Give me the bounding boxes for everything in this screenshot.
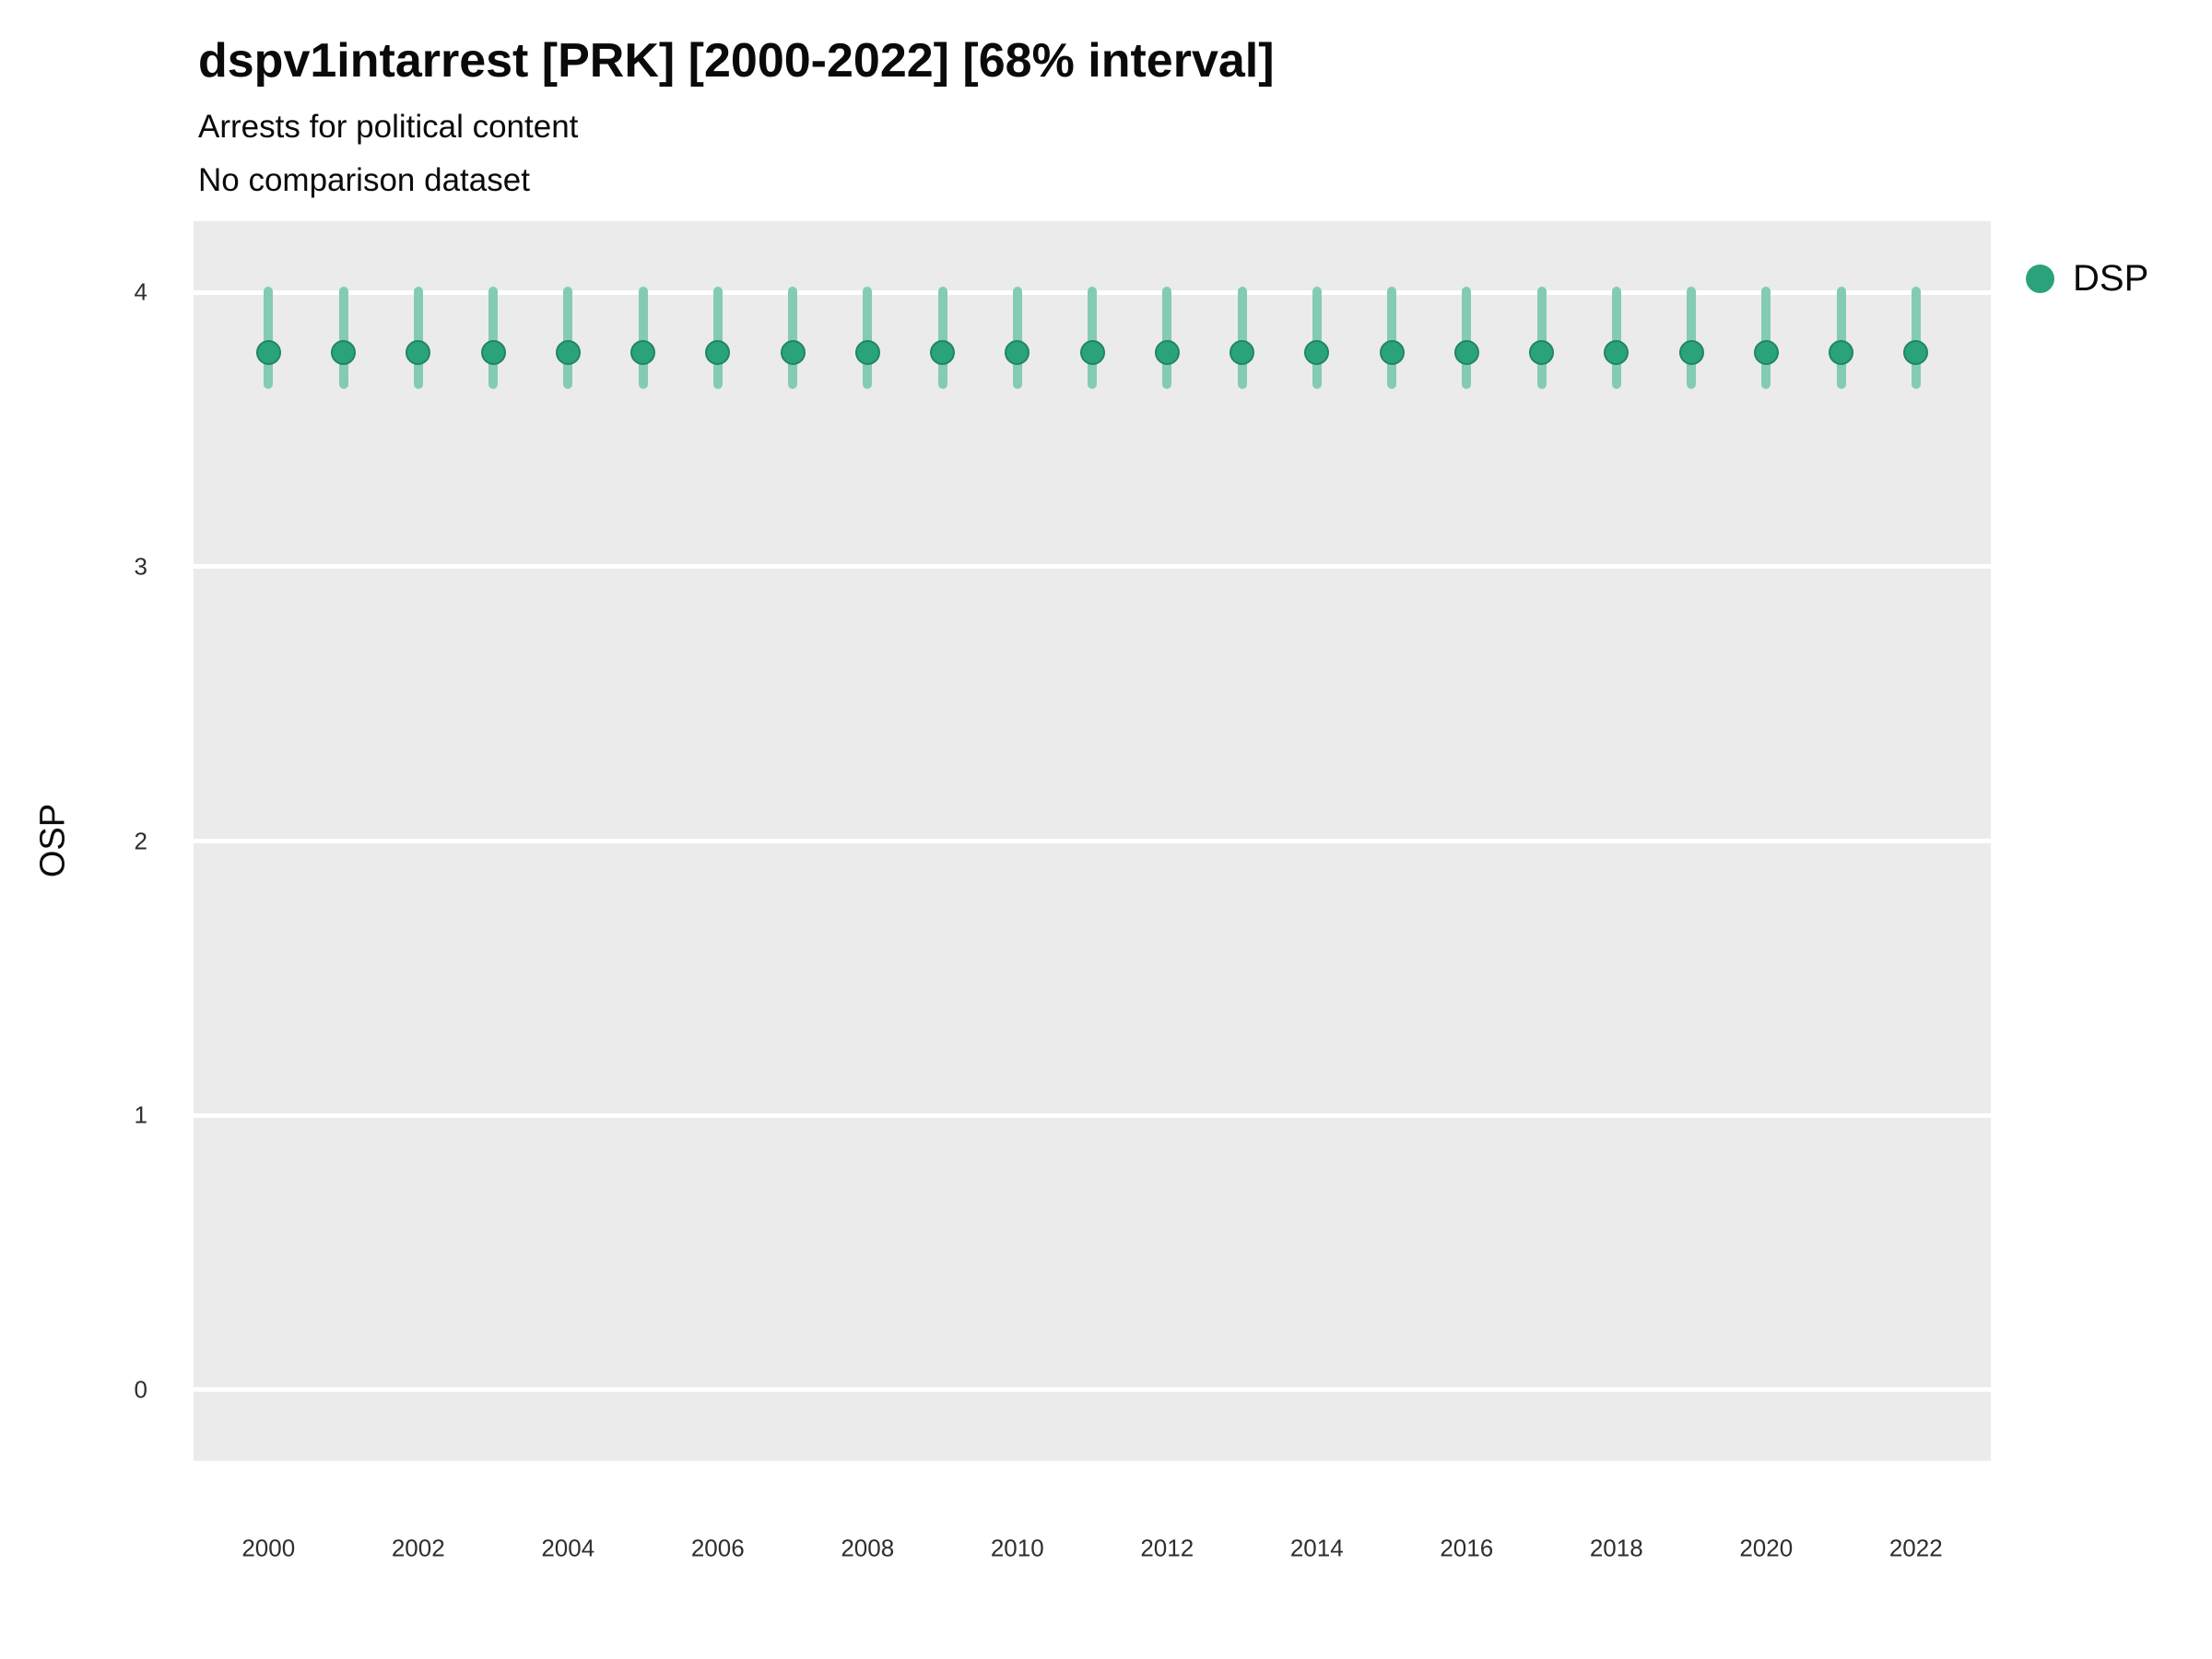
x-tick-label: 2016 (1440, 1534, 1494, 1562)
data-point (854, 340, 880, 366)
error-bar (1687, 287, 1696, 389)
error-bar (264, 287, 274, 389)
data-point (255, 340, 281, 366)
error-bar (863, 287, 873, 389)
error-bar (413, 287, 423, 389)
data-point (1005, 340, 1030, 366)
error-bar (937, 287, 947, 389)
x-tick-label: 2000 (241, 1534, 296, 1562)
error-bar (1761, 287, 1771, 389)
data-point (1678, 340, 1704, 366)
data-point (331, 340, 356, 366)
y-tick-label: 3 (134, 552, 147, 581)
x-tick-label: 2020 (1739, 1534, 1794, 1562)
chart-subtitle-line2: No comparison dataset (198, 162, 530, 198)
gridline (194, 1112, 1991, 1118)
x-ticks-container: 2000 2002 2004 2006 2008 2010 2012 2014 2016 2018… (194, 1461, 1991, 1590)
error-bar (488, 287, 498, 389)
y-tick-label: 0 (134, 1375, 147, 1404)
legend-label: DSP (2073, 258, 2149, 299)
data-point (1453, 340, 1479, 366)
error-bar (563, 287, 573, 389)
x-tick-label: 2014 (1289, 1534, 1344, 1562)
x-tick-label: 2022 (1888, 1534, 1943, 1562)
data-point (1753, 340, 1779, 366)
chart-subtitle-line1: Arrests for political content (198, 109, 579, 145)
error-bar (1312, 287, 1322, 389)
y-tick-label: 1 (134, 1100, 147, 1129)
x-tick-label: 2018 (1589, 1534, 1643, 1562)
data-point (1379, 340, 1405, 366)
x-tick-label: 2002 (391, 1534, 445, 1562)
data-point (1079, 340, 1105, 366)
legend: DSP (2026, 258, 2148, 300)
data-point (1304, 340, 1330, 366)
page-title: dspv1intarrest [PRK] [2000-2022] [68% in… (198, 34, 1275, 88)
error-bar (1162, 287, 1172, 389)
legend-swatch-dsp-icon (2026, 265, 2054, 293)
error-bar (712, 287, 723, 389)
error-bar (1012, 287, 1022, 389)
data-point (406, 340, 431, 366)
error-bar (1088, 287, 1097, 389)
error-bar (1536, 287, 1547, 389)
y-tick-label: 4 (134, 277, 147, 306)
plot-panel (194, 221, 1991, 1461)
data-point (480, 340, 506, 366)
x-tick-label: 2006 (690, 1534, 745, 1562)
error-bar (1462, 287, 1472, 389)
data-point (1604, 340, 1630, 366)
x-tick-label: 2012 (1140, 1534, 1194, 1562)
error-bar (638, 287, 648, 389)
gridline (194, 839, 1991, 843)
error-bar (788, 287, 797, 389)
error-bar (1836, 287, 1846, 389)
data-point (1154, 340, 1180, 366)
data-point (705, 340, 731, 366)
y-ticks-container: 0 1 2 3 4 (0, 221, 180, 1461)
data-point (1903, 340, 1929, 366)
error-bar (1237, 287, 1247, 389)
data-point (930, 340, 955, 366)
error-bar (1387, 287, 1396, 389)
data-point (780, 340, 806, 366)
data-point (1529, 340, 1554, 366)
gridline (194, 564, 1991, 570)
error-bar (338, 287, 348, 389)
x-tick-label: 2008 (841, 1534, 895, 1562)
data-point (555, 340, 581, 366)
gridline (194, 1387, 1991, 1393)
error-bar (1911, 287, 1921, 389)
error-bar (1611, 287, 1621, 389)
y-tick-label: 2 (134, 827, 147, 854)
data-point (630, 340, 655, 366)
data-point (1829, 340, 1853, 366)
x-tick-label: 2004 (541, 1534, 595, 1562)
x-tick-label: 2010 (990, 1534, 1044, 1562)
data-point (1230, 340, 1254, 366)
